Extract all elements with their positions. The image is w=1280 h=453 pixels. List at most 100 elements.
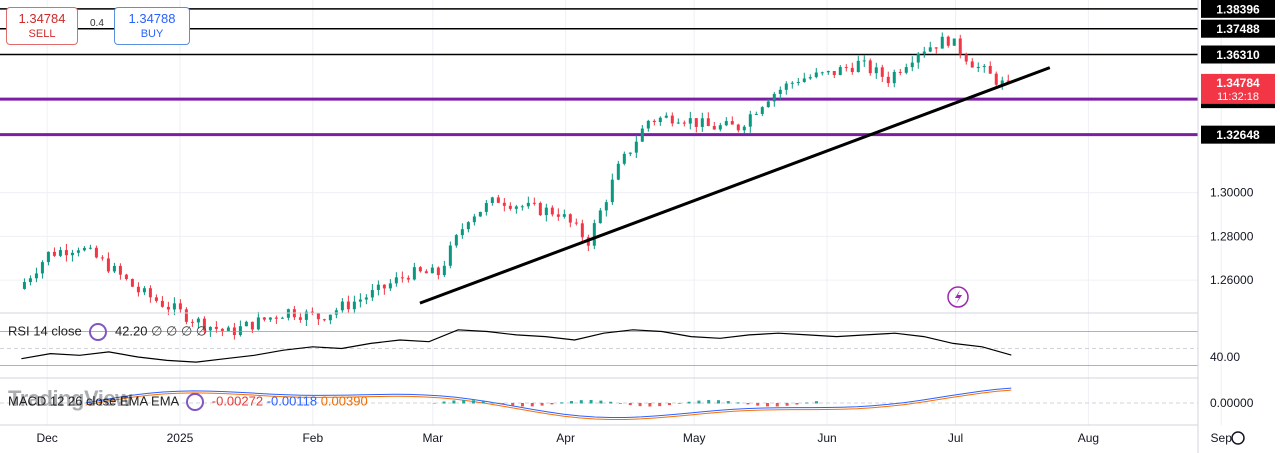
y-tick-label: 1.26000 (1210, 273, 1254, 287)
settings-icon[interactable] (186, 393, 205, 411)
macd-histogram-bar (569, 401, 573, 404)
candle (94, 247, 98, 258)
gear-icon[interactable] (1231, 431, 1245, 445)
price-level-label: 1.38396 (1216, 2, 1260, 16)
candle (670, 115, 674, 124)
price-axis[interactable]: 1.26000 1.28000 1.30000 1.38396 1.37488 1.363… (1197, 0, 1275, 453)
settings-icon[interactable] (89, 323, 108, 341)
time-axis[interactable]: Dec 2025 Feb Mar Apr May Jun Jul Aug Sep (36, 431, 1245, 445)
macd-histogram-bar (618, 403, 622, 404)
candle (460, 229, 464, 236)
candle (364, 297, 368, 300)
candle (646, 120, 650, 129)
candle (406, 277, 410, 280)
macd-histogram-bar (550, 403, 554, 405)
candle (472, 216, 476, 223)
flash-icon-ring (947, 286, 969, 308)
rsi-value: 42.20 (114, 323, 148, 339)
macd-histogram-bar (765, 403, 769, 407)
candle (574, 222, 578, 224)
candle (466, 222, 470, 230)
candle (904, 67, 908, 73)
macd-level-label: 0.00000 (1210, 396, 1254, 410)
candle (22, 282, 26, 289)
candle (844, 67, 848, 69)
candle (166, 306, 170, 310)
macd-histogram-bar (609, 401, 613, 404)
candle (202, 318, 206, 331)
candle (940, 36, 944, 49)
candle (250, 321, 254, 330)
candle (58, 250, 62, 256)
candle (910, 62, 914, 68)
macd-histogram-bar (746, 403, 750, 405)
candle (106, 258, 110, 272)
candle (736, 124, 740, 131)
candle (412, 267, 416, 280)
candle (550, 207, 554, 215)
price-level-label: 1.36310 (1216, 48, 1260, 62)
candle (400, 277, 404, 279)
candle (526, 202, 530, 207)
macd-histogram-bar (667, 403, 671, 406)
candle (28, 278, 32, 283)
candle (682, 122, 686, 124)
macd-legend[interactable]: MACD 12 26 close EMA EMA -0.00272 -0.001… (8, 393, 368, 411)
candle (142, 288, 146, 293)
candle (346, 301, 350, 310)
macd-histogram-bar (491, 402, 495, 404)
x-tick-label: Jun (817, 431, 836, 445)
candle (226, 327, 230, 331)
candle (790, 82, 794, 84)
candle (958, 38, 962, 55)
macd-histogram-bar (452, 400, 456, 404)
candle (502, 202, 506, 206)
candle (448, 245, 452, 266)
macd-signal-line (85, 389, 1012, 420)
sell-button[interactable]: 1.34784 SELL (6, 7, 78, 45)
rsi-legend[interactable]: RSI 14 close 42.20 ∅ ∅ ∅ ∅ (8, 323, 207, 341)
candle (64, 250, 68, 256)
candle (544, 207, 548, 216)
candle (640, 128, 644, 142)
x-tick-label: Sep (1211, 431, 1233, 445)
buy-button[interactable]: 1.34788 BUY (114, 7, 190, 45)
candle (394, 277, 398, 284)
macd-histogram-bar (726, 401, 730, 404)
candle (856, 60, 860, 73)
candle (40, 262, 44, 274)
trendline[interactable] (419, 66, 1051, 305)
candle (328, 314, 332, 321)
candle (310, 311, 314, 314)
candle (934, 47, 938, 49)
macd-histogram-bar (814, 401, 818, 404)
price-level-label: 1.37488 (1216, 22, 1260, 36)
candle (388, 283, 392, 289)
y-tick-label: 1.30000 (1210, 186, 1254, 200)
candle (928, 47, 932, 52)
sell-price: 1.34784 (18, 11, 66, 26)
candle (622, 153, 626, 164)
candle (184, 309, 188, 322)
flash-icon[interactable] (947, 286, 969, 308)
flash-icon-bolt (955, 290, 962, 304)
candle (580, 223, 584, 238)
macd-histogram-bar (687, 401, 691, 404)
candle (70, 252, 74, 256)
candle (610, 179, 614, 203)
candle (34, 273, 38, 279)
candle (658, 117, 662, 123)
candle (46, 251, 50, 263)
candle (820, 72, 824, 74)
candle (712, 126, 716, 130)
candle (832, 71, 836, 76)
candle (244, 321, 248, 327)
macd-line (85, 387, 1012, 418)
candlestick-series (22, 32, 1010, 340)
candle (730, 121, 734, 125)
candle (88, 247, 92, 249)
support-trendline[interactable] (419, 66, 1051, 305)
candle (160, 300, 164, 307)
candle (916, 53, 920, 63)
